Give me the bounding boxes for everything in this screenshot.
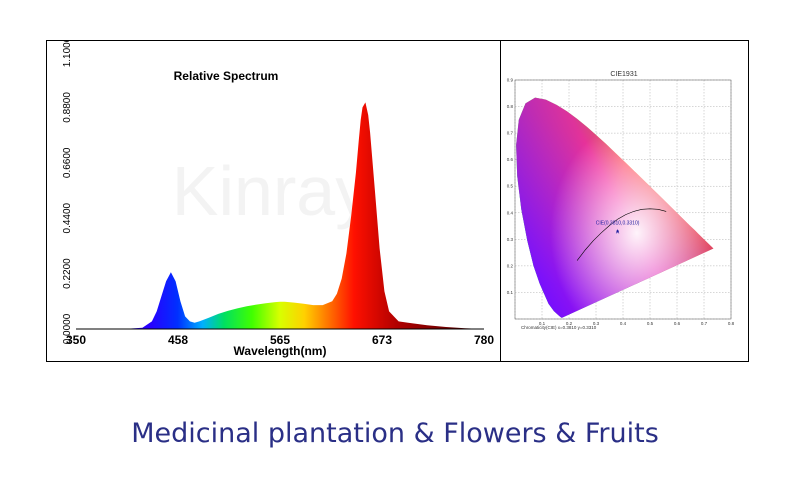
x-tick-label: 565 (270, 333, 290, 347)
x-tick-label: 673 (372, 333, 392, 347)
chromaticity-marker: A (616, 229, 620, 235)
cie-y-tick-label: 0.3 (507, 237, 514, 242)
y-tick-labels: 0.0000 0.2200 0.4400 0.6600 0.8800 1.1000 (62, 40, 73, 344)
y-tick-label: 1.1000 (62, 40, 73, 67)
cie1931-chart: CIE1931 CIE(0.3810,0.3310) A 0.1 0.2 0.3 0.… (507, 71, 735, 330)
cie-x-tick-label: 0.6 (674, 321, 681, 326)
cie-gamut-fill (516, 97, 714, 318)
cie-y-tick-label: 0.1 (507, 290, 514, 295)
cie-x-tick-label: 0.5 (647, 321, 654, 326)
watermark-text: Kinray (172, 152, 370, 230)
x-tick-label: 350 (66, 333, 86, 347)
relative-spectrum-chart: Kinray Relative Spectrum 350 458 565 673 780… (62, 40, 494, 358)
cie-title: CIE1931 (610, 71, 637, 78)
x-tick-label: 458 (168, 333, 188, 347)
cie-x-tick-label: 0.7 (701, 321, 708, 326)
y-tick-label: 0.4400 (62, 202, 73, 233)
cie-footnote: Chromaticity(CIE) x=0.3810 y=0.3310 (521, 325, 597, 330)
cie-y-tick-label: 0.9 (507, 78, 514, 83)
cie-plot-frame (514, 79, 732, 320)
y-tick-label: 0.2200 (62, 258, 73, 289)
x-tick-label: 780 (474, 333, 494, 347)
x-axis-label: Wavelength(nm) (234, 344, 327, 358)
y-tick-label: 0.8800 (62, 92, 73, 123)
planckian-locus (576, 208, 667, 261)
x-tick-labels: 350 458 565 673 780 (66, 333, 494, 347)
cie-x-tick-label: 0.3 (593, 321, 600, 326)
cie-y-tick-labels: 0.1 0.2 0.3 0.4 0.5 0.6 0.7 0.8 0.9 (507, 78, 514, 295)
y-tick-label: 0.0000 (62, 313, 73, 344)
cie-x-tick-label: 0.1 (539, 321, 546, 326)
spectrum-area (123, 102, 485, 330)
cie-y-tick-label: 0.2 (507, 263, 514, 268)
caption-text: Medicinal plantation & Flowers & Fruits (131, 418, 659, 449)
y-tick-label: 0.6600 (62, 147, 73, 178)
cie-x-tick-label: 0.4 (620, 321, 627, 326)
spectrum-title: Relative Spectrum (174, 69, 279, 83)
cie-y-tick-label: 0.6 (507, 157, 514, 162)
cie-y-tick-label: 0.5 (507, 184, 514, 189)
cie-y-tick-label: 0.7 (507, 131, 514, 136)
cie-x-tick-labels: 0.1 0.2 0.3 0.4 0.5 0.6 0.7 0.8 (539, 321, 735, 326)
cie-y-tick-label: 0.4 (507, 210, 514, 215)
chromaticity-point (616, 230, 619, 233)
chromaticity-label: CIE(0.3810,0.3310) (596, 220, 640, 226)
cie-x-tick-label: 0.8 (728, 321, 735, 326)
cie-y-tick-label: 0.8 (507, 104, 514, 109)
cie-x-tick-label: 0.2 (566, 321, 573, 326)
panel-divider (500, 40, 501, 362)
